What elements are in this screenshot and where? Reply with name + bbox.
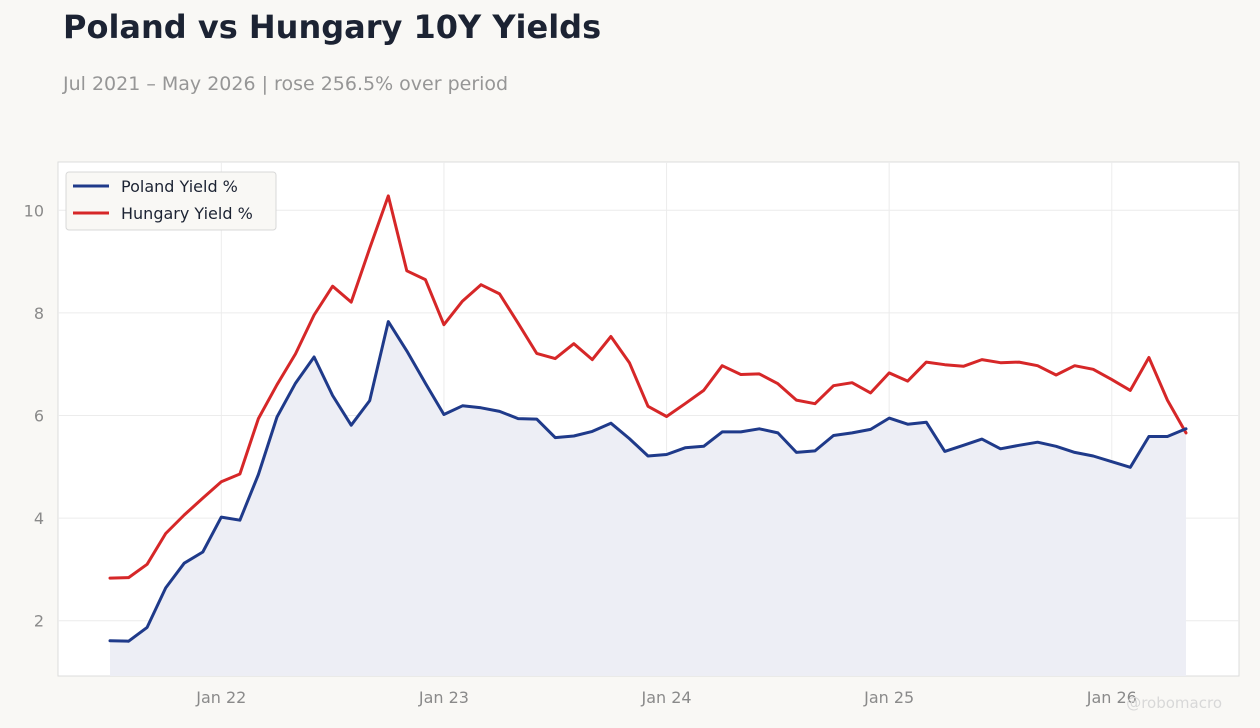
x-tick-label: Jan 25 — [863, 688, 914, 707]
hungary-yield-line — [108, 194, 1188, 580]
y-tick-label: 6 — [34, 407, 44, 426]
y-tick-label: 8 — [34, 304, 44, 323]
legend: Poland Yield % Hungary Yield % — [65, 171, 277, 231]
legend-box — [65, 171, 277, 231]
y-tick-label: 10 — [24, 201, 44, 220]
y-tick-label: 4 — [34, 509, 44, 528]
legend-label: Hungary Yield % — [121, 204, 253, 223]
watermark: @robomacro — [1126, 694, 1222, 712]
x-tick-label: Jan 24 — [640, 688, 691, 707]
chart-subtitle: Jul 2021 – May 2026 | rose 256.5% over p… — [63, 73, 509, 95]
x-tick-label: Jan 23 — [418, 688, 469, 707]
poland-yield-line — [108, 320, 1188, 643]
poland-area-fill — [110, 321, 1186, 676]
chart-title: Poland vs Hungary 10Y Yields — [63, 8, 602, 46]
y-tick-label: 2 — [34, 612, 44, 631]
x-tick-label: Jan 26 — [1086, 688, 1137, 707]
legend-label: Poland Yield % — [121, 177, 238, 196]
x-tick-label: Jan 22 — [195, 688, 246, 707]
